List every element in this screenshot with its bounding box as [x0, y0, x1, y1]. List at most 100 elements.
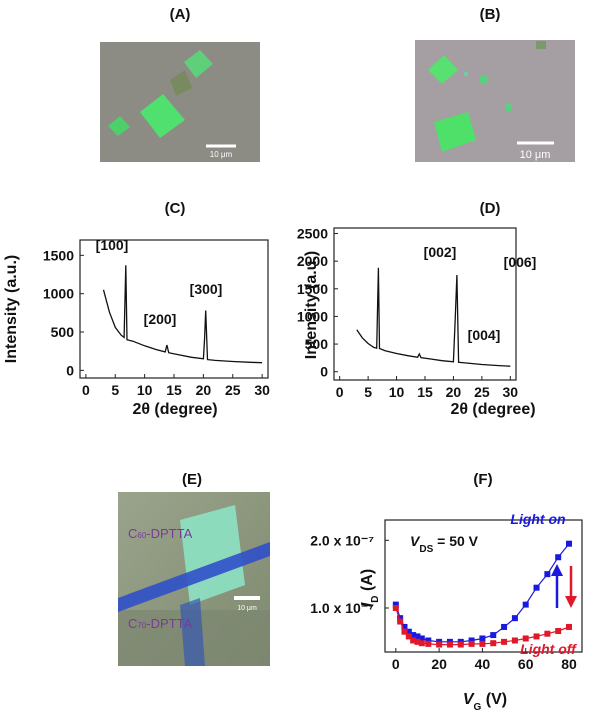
text-part: (A) — [359, 569, 376, 596]
data-point — [511, 615, 518, 622]
data-point — [544, 630, 551, 637]
panel-label: (F) — [473, 471, 492, 488]
scale-bar-label: 10 μm — [520, 149, 551, 161]
micrograph-b: 10 μm — [415, 40, 575, 162]
x-tick-label: 10 — [137, 382, 153, 398]
text-part: = 50 V — [433, 533, 478, 549]
x-tick-label: 20 — [446, 384, 462, 400]
panel-label: (C) — [165, 200, 186, 217]
data-point — [479, 635, 486, 642]
x-tick-label: 5 — [364, 384, 372, 400]
x-tick-label: 25 — [225, 382, 241, 398]
data-point — [490, 640, 497, 647]
x-tick-label: 15 — [166, 382, 182, 398]
data-point — [446, 641, 453, 648]
text-part: C — [128, 526, 137, 541]
text-part: (V) — [481, 691, 507, 708]
data-point — [414, 638, 421, 645]
panel-label: (E) — [182, 471, 202, 488]
x-tick-label: 5 — [111, 382, 119, 398]
legend-label: Light off — [520, 641, 577, 657]
y-tick-label: 1000 — [297, 308, 328, 324]
data-point — [522, 635, 529, 642]
data-point — [405, 628, 412, 635]
annotation: [006] — [504, 254, 537, 270]
x-axis-label: 2θ (degree) — [132, 401, 217, 418]
y-tick-label: 1500 — [43, 247, 74, 263]
y-axis-label: Intensity (a.u.) — [303, 251, 320, 359]
y-tick-label: 500 — [51, 324, 75, 340]
text-part: V — [410, 533, 421, 549]
data-point — [436, 641, 443, 648]
data-point — [490, 632, 497, 639]
data-point — [418, 635, 425, 642]
data-point — [522, 601, 529, 608]
x-tick-label: 30 — [503, 384, 519, 400]
x-tick-label: 0 — [336, 384, 344, 400]
y-tick-label: 500 — [305, 336, 329, 352]
data-point — [533, 633, 540, 640]
x-tick-label: 40 — [475, 656, 491, 672]
legend-label: Light on — [510, 511, 565, 527]
annotation: [300] — [190, 281, 223, 297]
annotation: [002] — [424, 244, 457, 260]
data-line — [395, 543, 570, 643]
data-point — [566, 540, 573, 547]
annotation: [004] — [468, 327, 501, 343]
data-point — [555, 554, 562, 561]
data-point — [397, 618, 404, 625]
text-part: I — [359, 602, 376, 607]
data-point — [414, 633, 421, 640]
data-point — [511, 637, 518, 644]
plot-frame — [384, 519, 583, 653]
micrograph-a: 10 μm — [100, 42, 260, 162]
x-axis-label: 2θ (degree) — [450, 401, 535, 418]
data-point — [501, 638, 508, 645]
panel-label: (B) — [480, 6, 501, 23]
data-point — [392, 601, 399, 608]
text-part: -DPTTA — [146, 526, 192, 541]
x-tick-label: 30 — [254, 382, 270, 398]
x-tick-label: 20 — [196, 382, 212, 398]
y-tick-label: 1500 — [297, 281, 328, 297]
data-point — [401, 628, 408, 635]
panel-label: (A) — [170, 6, 191, 23]
y-axis-label: Intensity (a.u.) — [3, 255, 20, 363]
data-point — [533, 584, 540, 591]
annotation: [100] — [96, 237, 129, 253]
y-tick-label: 2000 — [297, 253, 328, 269]
data-point — [401, 623, 408, 630]
x-tick-label: 0 — [82, 382, 90, 398]
arrows — [551, 564, 577, 608]
text-part: 60 — [137, 531, 146, 540]
data-point — [566, 623, 573, 630]
data-point — [544, 571, 551, 578]
data-point — [425, 637, 432, 644]
y-tick-label: 1.0 x 10⁻⁷ — [310, 600, 374, 616]
text-part: DS — [419, 544, 433, 555]
x-tick-label: 10 — [389, 384, 405, 400]
data-point — [501, 623, 508, 630]
y-tick-label: 1000 — [43, 286, 74, 302]
text-part: C — [128, 616, 137, 631]
micrograph-e: 10 μm C60-DPTTA C70-DPTTA — [118, 492, 270, 666]
data-point — [468, 637, 475, 644]
data-point — [405, 633, 412, 640]
x-axis-label: VG (V) — [463, 691, 507, 713]
x-tick-label: 15 — [417, 384, 433, 400]
scale-bar-label: 10 μm — [210, 150, 233, 159]
y-tick-label: 0 — [66, 362, 74, 378]
data-point — [418, 640, 425, 647]
y-tick-label: 0 — [320, 364, 328, 380]
sample-label: C60-DPTTA — [128, 526, 193, 541]
data-point — [555, 628, 562, 635]
data-point — [479, 640, 486, 647]
data-point — [392, 605, 399, 611]
text-part: D — [370, 595, 381, 602]
data-point — [425, 640, 432, 647]
data-line — [102, 265, 263, 364]
data-point — [457, 641, 464, 648]
annotation: VDS = 50 V — [410, 533, 479, 555]
data-point — [397, 615, 404, 622]
annotation: [200] — [144, 311, 177, 327]
